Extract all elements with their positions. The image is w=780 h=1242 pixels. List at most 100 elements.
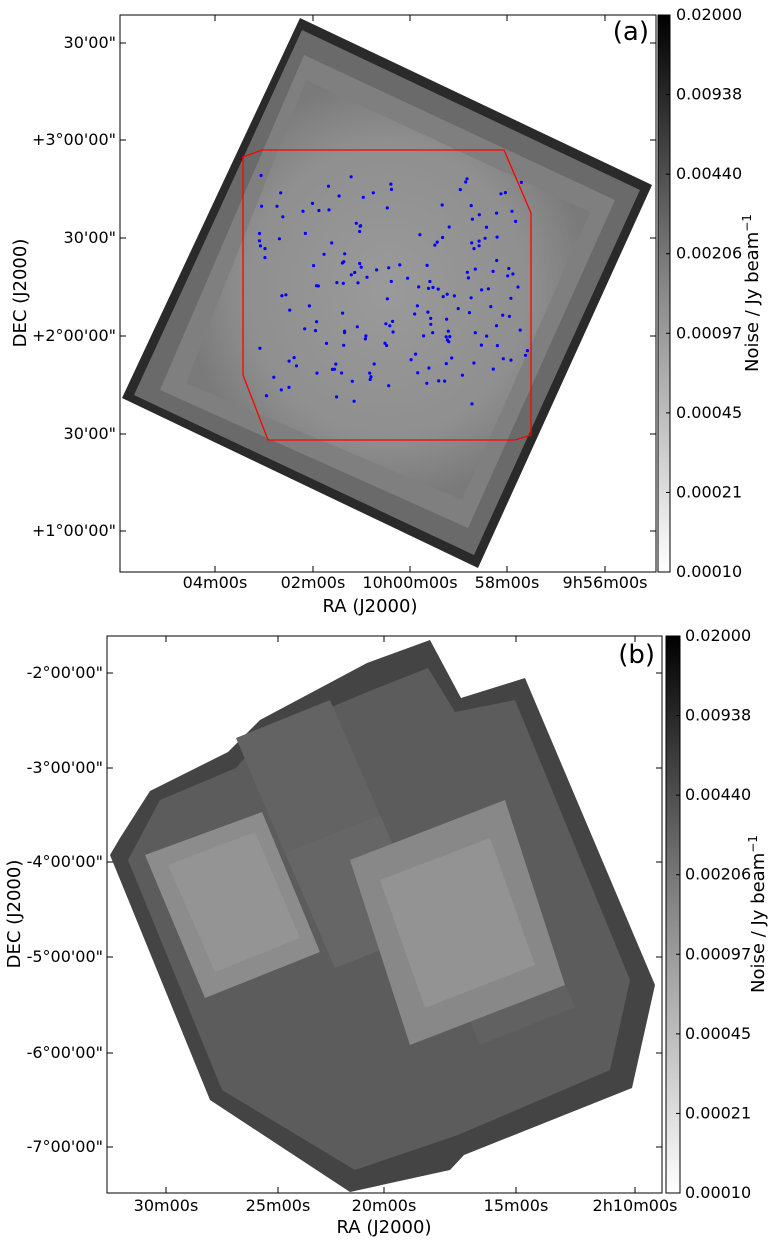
source-point [510, 209, 514, 213]
source-point [343, 252, 347, 256]
source-point [388, 324, 392, 328]
y-tick-label-b: -4°00'00" [27, 852, 103, 871]
source-point [441, 235, 445, 240]
source-point [447, 340, 451, 344]
source-point [509, 358, 513, 362]
source-point [349, 273, 353, 277]
source-point [406, 276, 410, 280]
source-point [303, 231, 307, 235]
source-point [288, 308, 292, 312]
source-point [470, 217, 474, 221]
y-tick-label-a: 30'00" [64, 33, 116, 52]
source-point [452, 294, 456, 298]
source-point [330, 367, 334, 371]
source-point [486, 287, 490, 291]
source-positions [257, 173, 530, 406]
source-point [359, 265, 363, 269]
colorbar-tick-label-a: 0.02000 [676, 5, 742, 24]
source-point [466, 276, 470, 280]
x-tick-label-a: 9h56m00s [563, 573, 648, 592]
x-tick-label-b: 2h10m00s [593, 1196, 678, 1215]
source-point [427, 366, 431, 370]
colorbar-tick-label-b: 0.02000 [685, 626, 751, 645]
source-point [484, 225, 489, 229]
y-tick-label-b: -3°00'00" [27, 758, 103, 777]
source-point [418, 233, 422, 237]
source-point [437, 379, 441, 383]
source-point [279, 388, 283, 392]
source-point [280, 294, 284, 298]
source-point [469, 296, 473, 300]
source-point [428, 279, 432, 284]
source-point [443, 379, 447, 383]
source-point [317, 208, 321, 213]
source-point [480, 288, 484, 292]
source-point [465, 270, 469, 274]
source-point [391, 319, 395, 323]
source-point [387, 384, 391, 388]
source-point [416, 371, 420, 375]
x-tick-label-a: 58m00s [475, 573, 540, 592]
source-point [464, 180, 468, 184]
source-point [413, 312, 417, 316]
y-axis-label-b: DEC (J2000) [4, 860, 25, 969]
source-point [384, 322, 388, 326]
x-tick-label-b: 30m00s [134, 1196, 199, 1215]
source-point [511, 272, 515, 276]
source-point [355, 325, 359, 329]
source-point [472, 247, 476, 251]
source-point [491, 269, 495, 273]
source-point [358, 229, 362, 234]
source-point [315, 371, 319, 375]
y-tick-label-a: +3°00'00" [32, 130, 116, 149]
source-point [352, 399, 356, 403]
source-point [340, 261, 344, 265]
source-point [518, 328, 522, 332]
source-point [489, 305, 493, 309]
source-point [272, 375, 276, 379]
source-point [440, 203, 444, 207]
source-point [294, 364, 299, 368]
source-point [358, 261, 362, 266]
source-point [389, 182, 393, 186]
source-point [417, 285, 421, 289]
source-point [398, 263, 402, 267]
source-point [495, 344, 499, 348]
source-point [322, 252, 326, 256]
source-point [435, 240, 439, 244]
colorbar-tick-label-b: 0.00010 [685, 1183, 751, 1202]
source-point [456, 307, 460, 311]
source-point [341, 311, 345, 315]
source-point [279, 191, 283, 195]
source-point [258, 244, 263, 248]
source-point [460, 373, 464, 377]
source-point [477, 213, 481, 217]
source-point [287, 359, 291, 363]
y-tick-label-b: -2°00'00" [27, 663, 103, 682]
source-point [281, 215, 285, 219]
pointing-block-b-1 [236, 700, 380, 853]
x-tick-label-b: 25m00s [246, 1196, 311, 1215]
source-point [465, 177, 469, 181]
source-point [470, 402, 474, 406]
deep-region-b-2-core [380, 838, 535, 1008]
colorbar-tick-label-b: 0.00938 [685, 706, 751, 725]
source-point [313, 329, 318, 333]
colorbar-tick-label-b: 0.00206 [685, 865, 751, 884]
source-point [422, 334, 426, 338]
source-point [414, 352, 418, 356]
colorbar-tick-label-b: 0.00045 [685, 1024, 751, 1043]
source-point [368, 377, 372, 382]
x-tick-label-a: 10h00m00s [362, 573, 457, 592]
x-axis-label-a: RA (J2000) [323, 596, 418, 617]
colorbar-tick-label-b: 0.00021 [685, 1103, 751, 1122]
source-point [525, 349, 530, 353]
source-point [446, 329, 450, 333]
source-point [310, 201, 315, 205]
source-point [479, 343, 483, 347]
source-point [371, 191, 375, 195]
colorbar-tick-label-a: 0.00206 [676, 244, 742, 263]
y-tick-label-a: 30'00" [64, 228, 116, 247]
source-point [425, 263, 429, 267]
source-point [507, 314, 511, 318]
